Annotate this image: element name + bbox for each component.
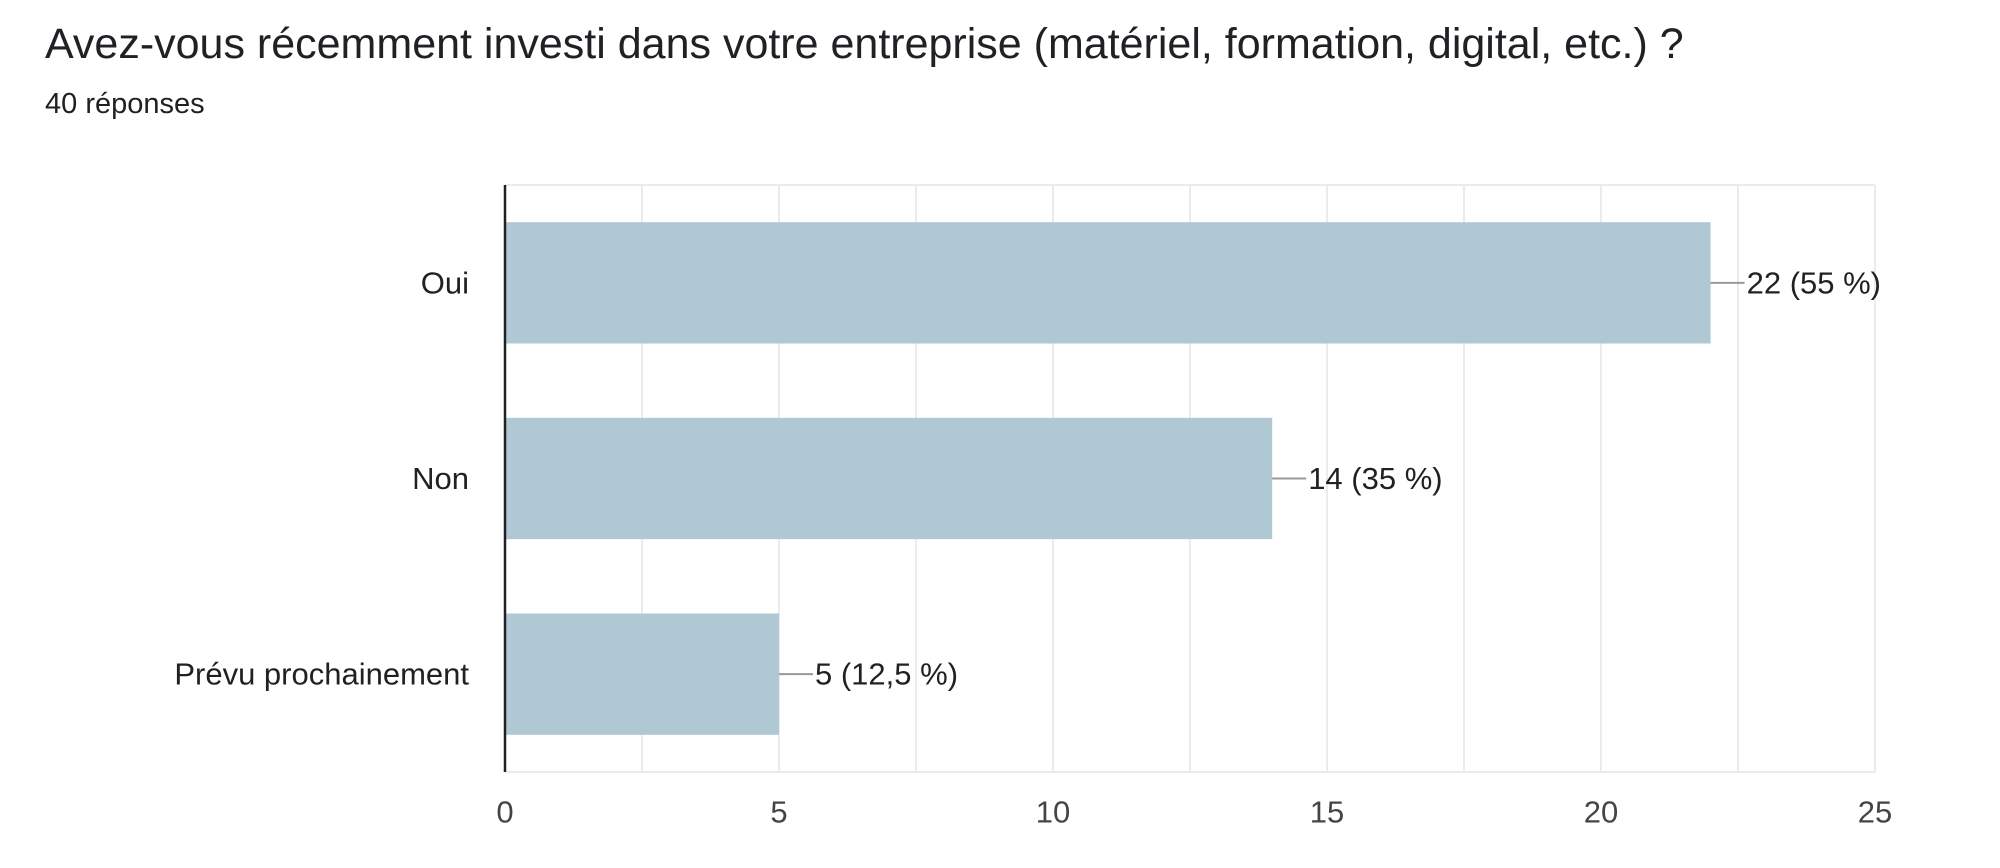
data-label: 5 (12,5 %) (815, 657, 958, 692)
category-label: Prévu prochainement (174, 657, 469, 692)
category-label: Non (412, 461, 469, 496)
x-tick-label: 0 (496, 795, 513, 830)
x-tick-label: 10 (1036, 795, 1070, 830)
response-count: 40 réponses (45, 88, 205, 120)
bar (505, 613, 779, 735)
data-label: 22 (55 %) (1747, 265, 1881, 300)
category-label: Oui (421, 265, 469, 300)
bar (505, 417, 1273, 540)
labels: Oui 22 (55 %) Non 14 (35 %) Prévu prochainem… (174, 265, 1881, 691)
axes: 0 5 10 15 20 25 (496, 185, 1892, 830)
x-tick-label: 25 (1858, 795, 1892, 830)
x-tick-label: 5 (770, 795, 787, 830)
bars (505, 222, 1711, 735)
bar (505, 222, 1711, 344)
x-tick-label: 15 (1310, 795, 1344, 830)
question-title: Avez-vous récemment investi dans votre e… (45, 20, 1684, 68)
data-label: 14 (35 %) (1308, 461, 1442, 496)
x-tick-label: 20 (1584, 795, 1618, 830)
